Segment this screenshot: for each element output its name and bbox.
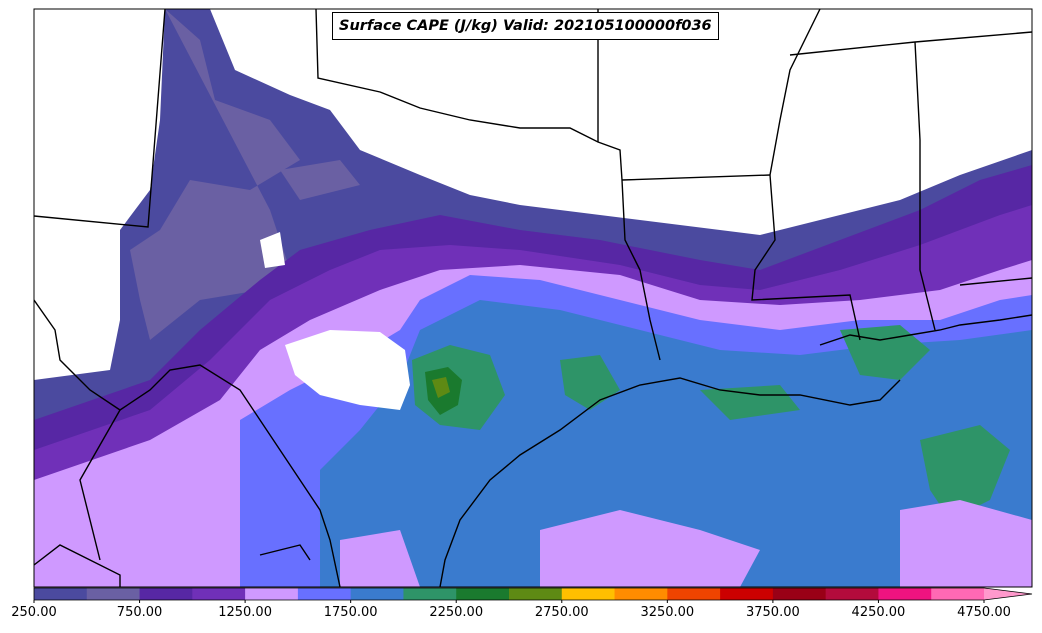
colorbar-tick-label: 750.00: [116, 605, 163, 620]
colorbar-swatch: [297, 588, 352, 600]
colorbar-swatch: [34, 588, 88, 600]
colorbar-tick-label: 250.00: [11, 605, 57, 620]
colorbar-tick-label: 1250.00: [218, 605, 272, 620]
colorbar-tick-label: 2250.00: [429, 605, 484, 620]
cape-field: [34, 9, 1032, 587]
colorbar-swatch: [614, 588, 668, 600]
colorbar-tick-label: 3250.00: [640, 605, 695, 620]
map-frame: [33, 8, 1033, 588]
colorbar-tick-label: 2750.00: [534, 605, 589, 620]
colorbar-tick-label: 4250.00: [851, 605, 906, 620]
colorbar-outline: [33, 587, 1033, 601]
colorbar-swatch: [772, 588, 827, 600]
colorbar-swatch: [139, 588, 193, 600]
colorbar-swatch: [456, 588, 510, 600]
colorbar-swatch: [931, 588, 985, 600]
colorbar-extend-arrow: [984, 588, 1032, 600]
colorbar-swatch: [350, 588, 404, 600]
colorbar-tick-label: 3750.00: [745, 605, 800, 620]
colorbar-swatch: [86, 588, 141, 600]
colorbar-tick-label: 1750.00: [323, 605, 378, 620]
colorbar-swatch: [667, 588, 721, 600]
colorbar-swatch: [720, 588, 774, 600]
map-title: Surface CAPE (J/kg) Valid: 202105100000f…: [332, 12, 719, 40]
colorbar-swatch: [878, 588, 932, 600]
colorbar-swatch: [561, 588, 616, 600]
colorbar-swatch: [403, 588, 457, 600]
colorbar-tick-label: 4750.00: [957, 605, 1011, 620]
colorbar-swatch: [825, 588, 879, 600]
colorbar-swatch: [192, 588, 246, 600]
colorbar-swatch: [245, 588, 299, 600]
colorbar-swatch: [509, 588, 563, 600]
colorbar: [33, 587, 1033, 603]
